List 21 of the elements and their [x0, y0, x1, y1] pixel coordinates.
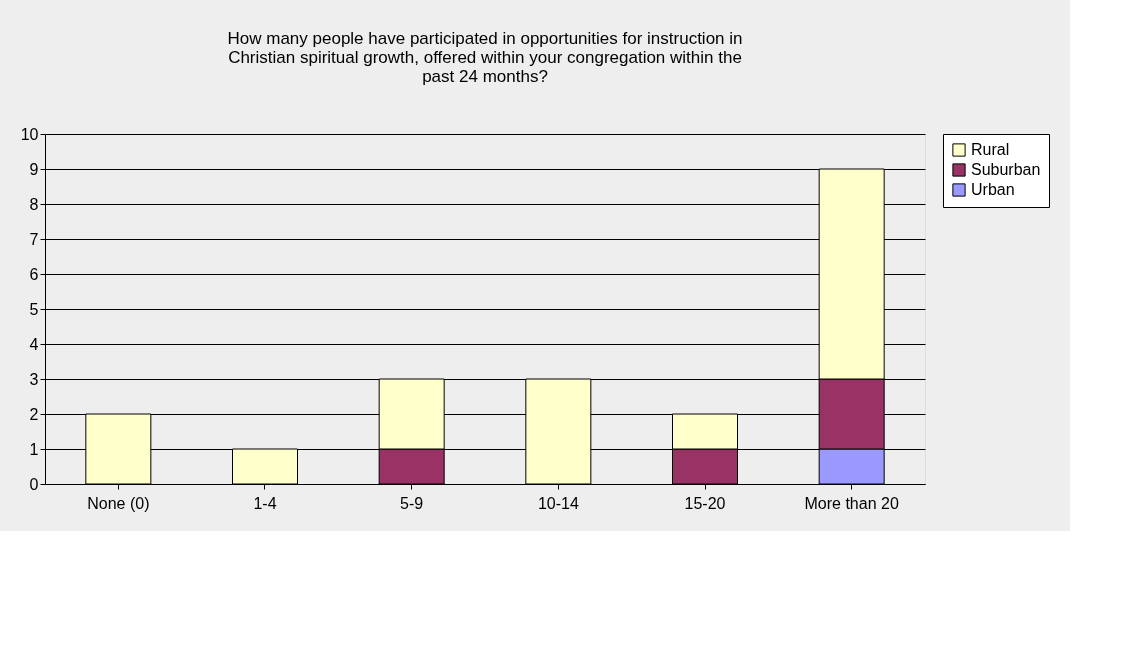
x-tick-label: 1-4	[253, 494, 277, 512]
y-tick-label: 3	[29, 370, 39, 388]
y-tick-label: 2	[29, 405, 39, 423]
legend-label: Urban	[971, 181, 1015, 198]
chart-title: How many people have participated in opportunities for instruction in Christian spiritual growth, offered within your congregation within the past 24 months?	[227, 29, 743, 86]
x-tick-label: 15-20	[684, 494, 726, 512]
legend-label: Suburban	[971, 161, 1041, 178]
y-tick-label: 7	[29, 230, 39, 248]
legend-label: Rural	[971, 141, 1010, 158]
y-tick-label: 10	[20, 125, 39, 143]
y-tick-label: 8	[29, 195, 39, 213]
y-tick-label: 0	[29, 475, 39, 493]
y-tick-label: 9	[29, 160, 39, 178]
x-tick-label: 10-14	[537, 494, 579, 512]
y-tick-label: 4	[29, 335, 39, 353]
x-tick-label: More than 20	[804, 494, 899, 512]
y-tick-label: 1	[29, 440, 39, 458]
y-tick-label: 5	[29, 300, 39, 318]
y-tick-label: 6	[29, 265, 39, 283]
x-tick-label: 5-9	[400, 494, 424, 512]
x-tick-label: None (0)	[87, 494, 150, 512]
